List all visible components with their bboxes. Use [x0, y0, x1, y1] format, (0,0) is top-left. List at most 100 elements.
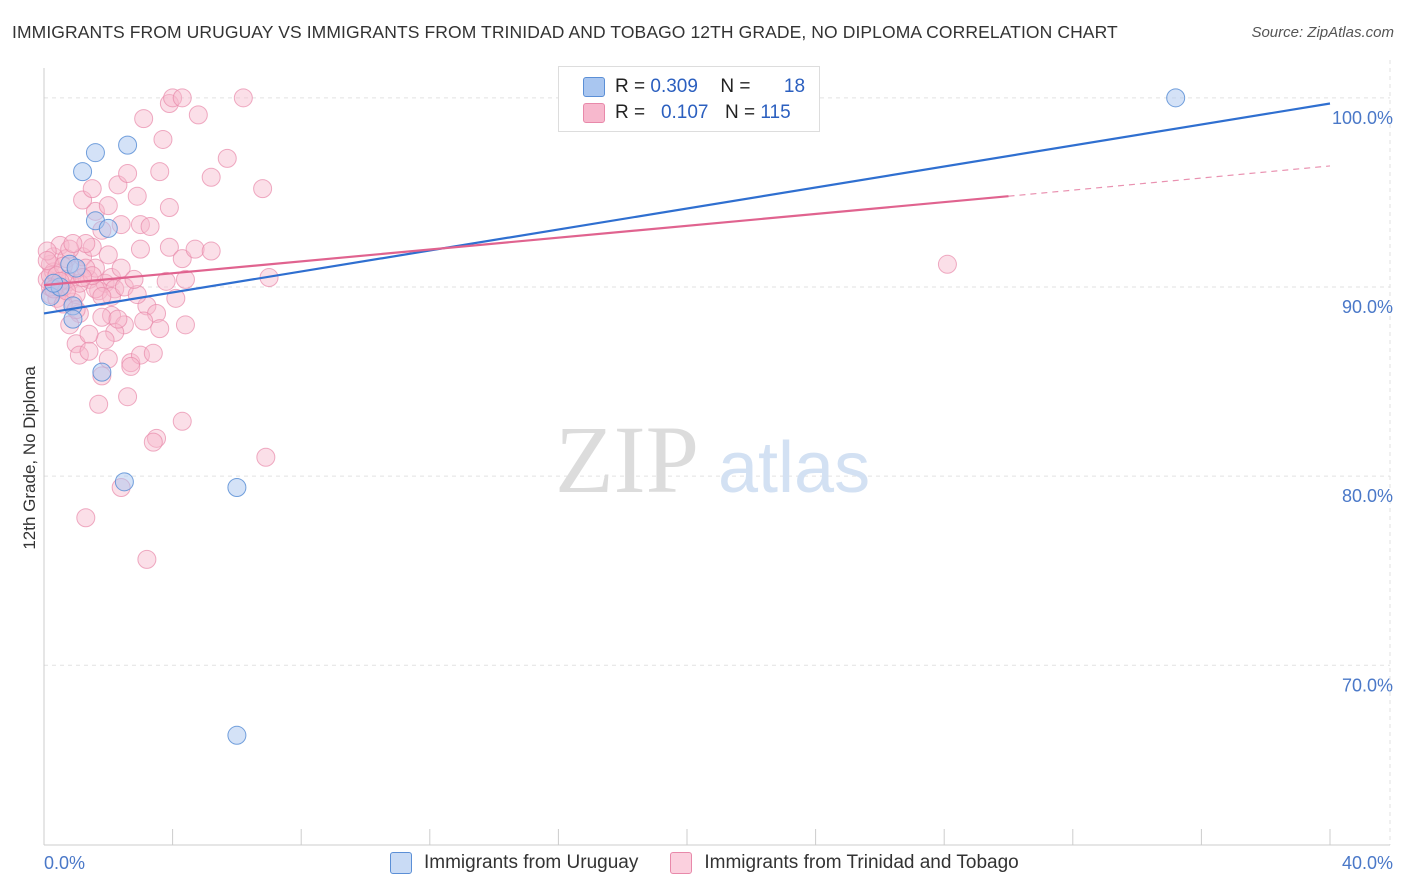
x-tick-label: 40.0%	[1342, 853, 1393, 873]
trinidad-point	[159, 198, 179, 218]
trinidad-point	[143, 343, 163, 363]
y-tick-label: 70.0%	[1342, 675, 1393, 695]
legend-item-trinidad[interactable]: Immigrants from Trinidad and Tobago	[670, 852, 1019, 874]
uruguay-swatch	[583, 77, 605, 97]
trinidad-point	[175, 315, 195, 335]
trinidad-point	[150, 319, 170, 339]
trinidad-point	[147, 428, 167, 448]
trinidad-point	[124, 269, 144, 289]
trinidad-legend-label: Immigrants from Trinidad and Tobago	[704, 852, 1019, 873]
trinidad-point	[188, 105, 208, 125]
trinidad-point	[82, 237, 102, 257]
uruguay-point	[114, 472, 134, 492]
uruguay-point	[98, 218, 118, 238]
trinidad-point	[143, 432, 163, 452]
trinidad-point	[82, 179, 102, 199]
uruguay-point	[73, 162, 93, 182]
trinidad-point	[153, 129, 173, 149]
trinidad-point	[172, 411, 192, 431]
trinidad-point	[98, 196, 118, 216]
trinidad-points	[37, 88, 957, 569]
y-tick-label: 90.0%	[1342, 297, 1393, 317]
legend-row-trinidad: R = 0.107 N = 115	[583, 101, 800, 125]
trinidad-point	[69, 345, 89, 365]
trinidad-trend-extension	[1008, 165, 1331, 197]
trinidad-point	[108, 309, 128, 329]
trinidad-point	[130, 215, 150, 235]
y-axis-label: 12th Grade, No Diploma	[20, 366, 39, 550]
trinidad-point	[118, 163, 138, 183]
trinidad-point	[156, 271, 176, 291]
watermark-atlas: atlas	[718, 428, 870, 508]
trinidad-point	[172, 249, 192, 269]
stats-legend: R = 0.309 N = 18 R = 0.107 N = 115	[558, 66, 820, 132]
chart-title: IMMIGRANTS FROM URUGUAY VS IMMIGRANTS FR…	[12, 22, 1118, 42]
trinidad-point	[253, 179, 273, 199]
trinidad-point	[92, 286, 112, 306]
trinidad-point	[95, 330, 115, 350]
trinidad-point	[63, 233, 83, 253]
uruguay-point	[85, 143, 105, 163]
axes	[43, 68, 1390, 846]
n-label: N =	[720, 76, 751, 97]
series-legend: Immigrants from Uruguay Immigrants from …	[390, 852, 1051, 874]
trinidad-point	[130, 239, 150, 259]
trinidad-point	[175, 269, 195, 289]
uruguay-point	[66, 258, 86, 278]
y-tick-label: 80.0%	[1342, 486, 1393, 506]
trinidad-r-value: 0.107	[660, 102, 709, 123]
trinidad-point	[37, 251, 57, 271]
uruguay-point	[92, 362, 112, 382]
trinidad-swatch	[583, 103, 605, 123]
trinidad-point	[201, 241, 221, 261]
legend-item-uruguay[interactable]: Immigrants from Uruguay	[390, 852, 638, 874]
trinidad-n-value: 115	[760, 102, 791, 123]
trinidad-point	[201, 167, 221, 187]
trinidad-point	[937, 254, 957, 274]
trinidad-point	[134, 109, 154, 129]
trinidad-point	[134, 311, 154, 331]
trinidad-point	[166, 288, 186, 308]
watermark: ZIP atlas	[555, 406, 870, 513]
legend-row-uruguay: R = 0.309 N = 18	[583, 75, 805, 99]
uruguay-legend-swatch	[390, 852, 412, 874]
trinidad-point	[85, 258, 105, 278]
uruguay-point	[63, 309, 83, 329]
source-label: Source: ZipAtlas.com	[1251, 24, 1394, 41]
uruguay-legend-label: Immigrants from Uruguay	[424, 852, 639, 873]
gridlines	[44, 60, 1391, 845]
trinidad-point	[79, 341, 99, 361]
trinidad-point	[217, 148, 237, 168]
uruguay-point	[227, 477, 247, 497]
trinidad-point	[98, 245, 118, 265]
uruguay-point	[1166, 88, 1186, 108]
uruguay-trend-line	[43, 102, 1331, 315]
trinidad-point	[92, 307, 112, 327]
trinidad-point	[127, 186, 147, 206]
trinidad-point	[89, 394, 109, 414]
trinidad-point	[163, 88, 183, 108]
trinidad-point	[233, 88, 253, 108]
trinidad-point	[118, 387, 138, 407]
r-label: R =	[615, 102, 646, 123]
trinidad-point	[159, 94, 179, 114]
trinidad-point	[137, 549, 157, 569]
trinidad-point	[140, 216, 160, 236]
x-tick-label: 0.0%	[44, 853, 85, 873]
trinidad-point	[121, 356, 141, 376]
trinidad-point	[256, 447, 276, 467]
uruguay-point	[118, 135, 138, 155]
uruguay-r-value: 0.309	[650, 76, 698, 97]
trend-lines	[43, 102, 1331, 315]
n-label: N =	[724, 102, 756, 123]
watermark-zip: ZIP	[555, 406, 699, 513]
y-tick-label: 100.0%	[1332, 108, 1393, 128]
r-label: R =	[615, 76, 646, 97]
trinidad-point	[159, 237, 179, 257]
trinidad-point	[172, 88, 192, 108]
trinidad-legend-swatch	[670, 852, 693, 874]
trinidad-point	[76, 508, 96, 528]
uruguay-point	[227, 725, 247, 745]
trinidad-trend-line	[43, 195, 1009, 287]
